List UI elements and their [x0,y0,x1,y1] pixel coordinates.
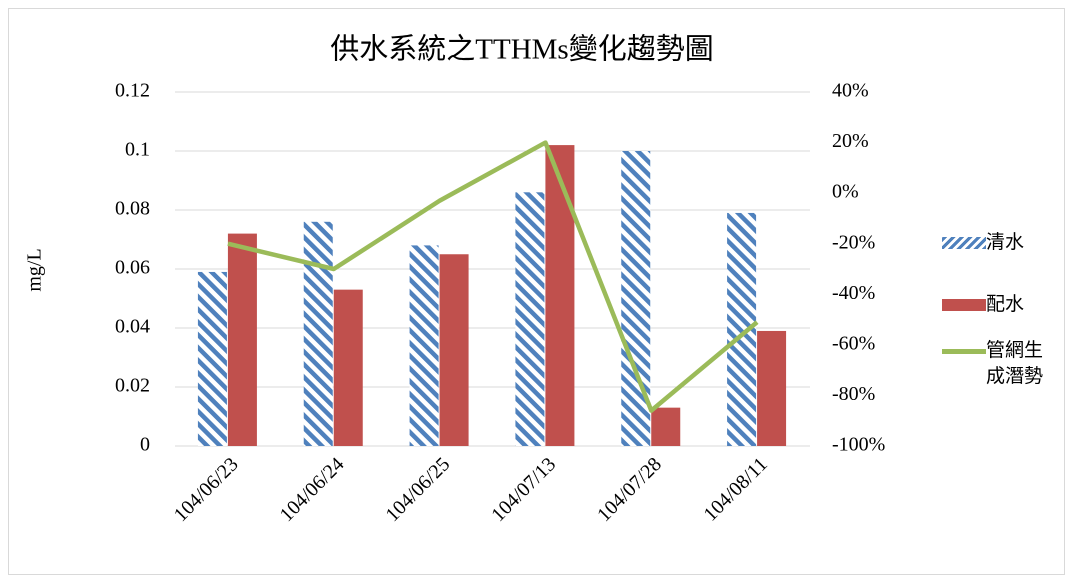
bar [303,221,333,446]
bar [515,192,545,446]
legend-item: 配水 [942,292,1048,318]
y2-tick-label: -100% [832,434,885,456]
bar [409,245,439,446]
y2-tick-label: -80% [832,383,875,405]
y-tick-label: 0.12 [115,80,150,102]
bar [545,145,575,446]
legend-label: 管網生成潛勢 [986,340,1044,387]
legend-item: 清水 [942,230,1048,256]
bar [197,271,227,446]
y2-tick-label: -40% [832,282,875,304]
y-tick-label: 0.02 [115,375,150,397]
bar [227,233,257,446]
legend-label: 配水 [986,294,1025,315]
line [227,140,759,413]
y-tick-label: 0.04 [115,316,150,338]
legend-swatch [942,349,986,354]
y-tick-label: 0.06 [115,257,150,279]
bar [333,289,363,446]
y-tick-label: 0.08 [115,198,150,220]
legend-swatch [942,299,986,311]
legend-label: 清水 [986,232,1025,253]
y2-tick-label: 0% [832,181,859,203]
bar [757,330,787,446]
legend-item: 管網生成潛勢 [942,338,1048,390]
y2-tick-label: -60% [832,332,875,354]
chart-title: 供水系統之TTHMs變化趨勢圖 [330,33,713,66]
y2-tick-label: 20% [832,130,869,152]
y-tick-label: 0.1 [125,139,150,161]
bar [651,407,681,446]
y2-tick-label: -20% [832,231,875,253]
y2-tick-label: 40% [832,80,869,102]
legend-swatch [942,237,986,249]
y-tick-label: 0 [140,434,150,456]
y-axis-title: mg/L [24,248,46,291]
bar [439,254,469,446]
